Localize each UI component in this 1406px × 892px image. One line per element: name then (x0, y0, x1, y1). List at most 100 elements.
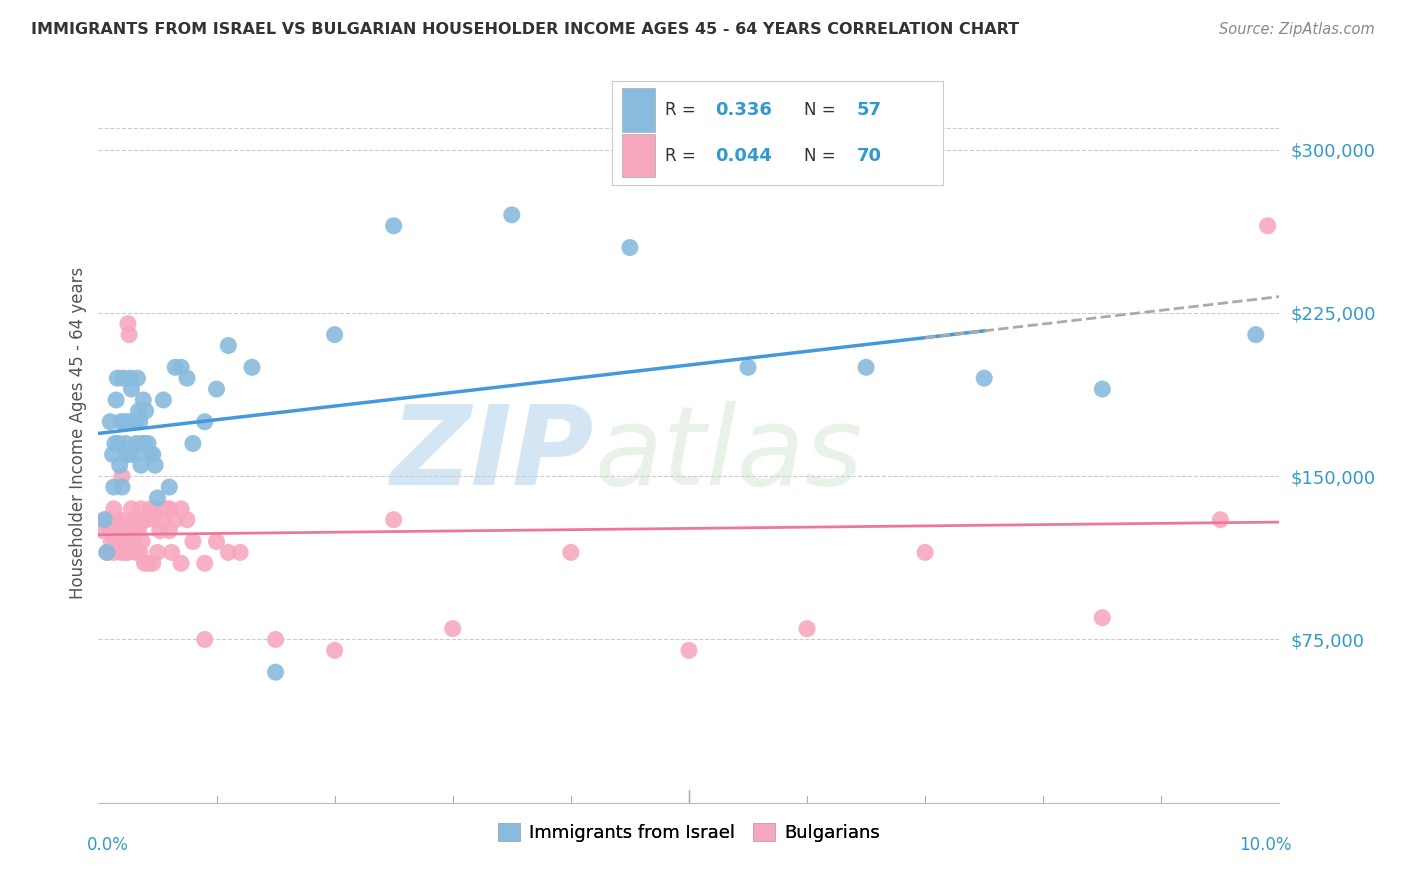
Point (103, 545, 125, 559)
Point (914, 545, 936, 559)
Text: atlas: atlas (595, 401, 863, 508)
Legend: Immigrants from Israel, Bulgarians: Immigrants from Israel, Bulgarians (491, 815, 887, 849)
Point (108, 513, 131, 527)
Point (115, 447, 138, 461)
Point (110, 545, 132, 559)
Point (105, 534, 128, 549)
Point (104, 436, 127, 450)
Point (142, 556, 165, 570)
Point (100, 534, 122, 549)
Point (111, 469, 134, 483)
Point (124, 524, 146, 538)
Point (122, 447, 145, 461)
Point (135, 513, 157, 527)
Point (205, 534, 228, 549)
Point (136, 556, 159, 570)
Point (117, 545, 139, 559)
Point (240, 360, 263, 375)
Point (217, 545, 239, 559)
Point (194, 556, 217, 570)
Point (117, 415, 139, 429)
Point (120, 534, 142, 549)
Point (382, 219, 405, 233)
Point (796, 622, 818, 636)
Point (121, 415, 143, 429)
Point (121, 501, 143, 516)
Point (146, 545, 169, 559)
Point (112, 371, 135, 385)
Point (108, 458, 131, 473)
Point (157, 501, 180, 516)
Point (118, 447, 141, 461)
Point (737, 360, 759, 375)
Point (105, 371, 128, 385)
Point (131, 534, 153, 549)
Point (94, 513, 117, 527)
Point (170, 556, 193, 570)
Point (132, 392, 155, 407)
Point (157, 480, 180, 494)
Point (1244, 327, 1267, 342)
Point (139, 447, 162, 461)
Point (264, 632, 287, 647)
Point (264, 665, 287, 680)
Point (110, 415, 132, 429)
Point (127, 513, 149, 527)
Point (112, 534, 135, 549)
Point (678, 643, 700, 657)
Point (118, 327, 141, 342)
Point (132, 513, 155, 527)
Point (1091, 382, 1114, 396)
Point (91, 524, 114, 538)
Point (107, 524, 129, 538)
Point (181, 534, 204, 549)
Point (181, 436, 204, 450)
Point (101, 513, 124, 527)
Point (619, 240, 641, 255)
Point (149, 524, 172, 538)
Text: IMMIGRANTS FROM ISRAEL VS BULGARIAN HOUSEHOLDER INCOME AGES 45 - 64 YEARS CORREL: IMMIGRANTS FROM ISRAEL VS BULGARIAN HOUS… (31, 22, 1019, 37)
Point (120, 371, 142, 385)
Point (194, 415, 217, 429)
Point (1209, 513, 1232, 527)
Point (165, 360, 187, 375)
Text: ZIP: ZIP (391, 401, 595, 508)
Point (170, 501, 193, 516)
Point (973, 371, 995, 385)
Point (98, 415, 121, 429)
Point (1257, 219, 1279, 233)
Point (93, 513, 115, 527)
Point (111, 480, 134, 494)
Point (176, 371, 198, 385)
Point (152, 513, 174, 527)
Point (104, 534, 127, 549)
Point (229, 545, 252, 559)
Point (128, 545, 150, 559)
Point (170, 360, 193, 375)
Point (128, 524, 150, 538)
Point (122, 513, 145, 527)
Point (855, 360, 877, 375)
Point (176, 513, 198, 527)
Point (382, 513, 405, 527)
Point (143, 513, 166, 527)
Point (165, 513, 187, 527)
Point (135, 404, 157, 418)
Point (441, 622, 464, 636)
Point (107, 436, 129, 450)
Point (134, 436, 156, 450)
Point (125, 436, 148, 450)
Point (114, 545, 136, 559)
Point (112, 524, 135, 538)
Point (121, 534, 143, 549)
Text: Source: ZipAtlas.com: Source: ZipAtlas.com (1219, 22, 1375, 37)
Point (142, 447, 165, 461)
Point (136, 436, 159, 450)
Point (129, 458, 152, 473)
Point (114, 436, 136, 450)
Point (121, 382, 143, 396)
Point (323, 643, 346, 657)
Point (103, 501, 125, 516)
Point (146, 491, 169, 505)
Point (501, 208, 523, 222)
